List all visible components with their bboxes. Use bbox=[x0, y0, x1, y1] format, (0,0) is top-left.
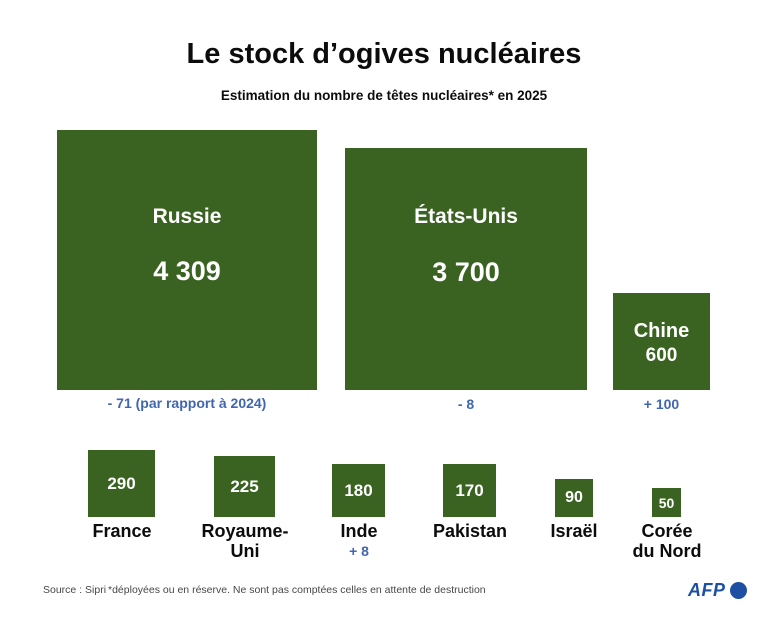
country-value-inde: 180 bbox=[344, 480, 373, 500]
footnote-text: *déployées ou en réserve. Ne sont pas co… bbox=[108, 584, 486, 596]
change-label-russie: - 71 (par rapport à 2024) bbox=[107, 395, 267, 411]
country-value-france: 290 bbox=[107, 473, 136, 493]
square-russie: Russie 4 309 bbox=[57, 130, 317, 390]
change-label-etats-unis: - 8 bbox=[457, 396, 475, 412]
page-subtitle: Estimation du nombre de têtes nucléaires… bbox=[220, 88, 548, 103]
country-value-royaume-uni: 225 bbox=[230, 476, 259, 496]
square-etats-unis: États-Unis 3 700 bbox=[345, 148, 587, 390]
change-label-inde: + 8 bbox=[349, 543, 369, 559]
square-france: 290 bbox=[88, 450, 155, 517]
country-value-etats-unis: 3 700 bbox=[432, 257, 500, 287]
afp-globe-icon bbox=[730, 582, 747, 599]
country-name-etats-unis: États-Unis bbox=[414, 205, 518, 228]
country-name-france: France bbox=[92, 521, 152, 541]
country-name-russie: Russie bbox=[152, 205, 222, 228]
country-name-inde: Inde bbox=[340, 521, 378, 541]
country-value-chine: 600 bbox=[645, 345, 678, 366]
page-title: Le stock d’ogives nucléaires bbox=[186, 38, 582, 70]
square-chine: Chine 600 bbox=[613, 293, 710, 390]
square-israel: 90 bbox=[555, 479, 593, 517]
square-inde: 180 bbox=[332, 464, 385, 517]
square-coree-du-nord: 50 bbox=[652, 488, 681, 517]
country-name-pakistan: Pakistan bbox=[432, 521, 508, 541]
source-text: Source : Sipri bbox=[43, 584, 107, 596]
country-name-israel: Israël bbox=[550, 521, 598, 541]
country-value-israel: 90 bbox=[565, 489, 583, 506]
country-name-coree-du-nord: Corée du Nord bbox=[632, 521, 702, 561]
change-label-chine: + 100 bbox=[643, 396, 680, 412]
country-name-royaume-uni: Royaume-Uni bbox=[201, 521, 289, 561]
country-value-pakistan: 170 bbox=[455, 480, 484, 500]
square-royaume-uni: 225 bbox=[214, 456, 275, 517]
country-value-russie: 4 309 bbox=[153, 256, 221, 286]
country-value-coree-du-nord: 50 bbox=[658, 494, 675, 511]
afp-logo-text: AFP bbox=[688, 580, 726, 600]
square-pakistan: 170 bbox=[443, 464, 496, 517]
country-name-chine: Chine bbox=[633, 320, 690, 342]
